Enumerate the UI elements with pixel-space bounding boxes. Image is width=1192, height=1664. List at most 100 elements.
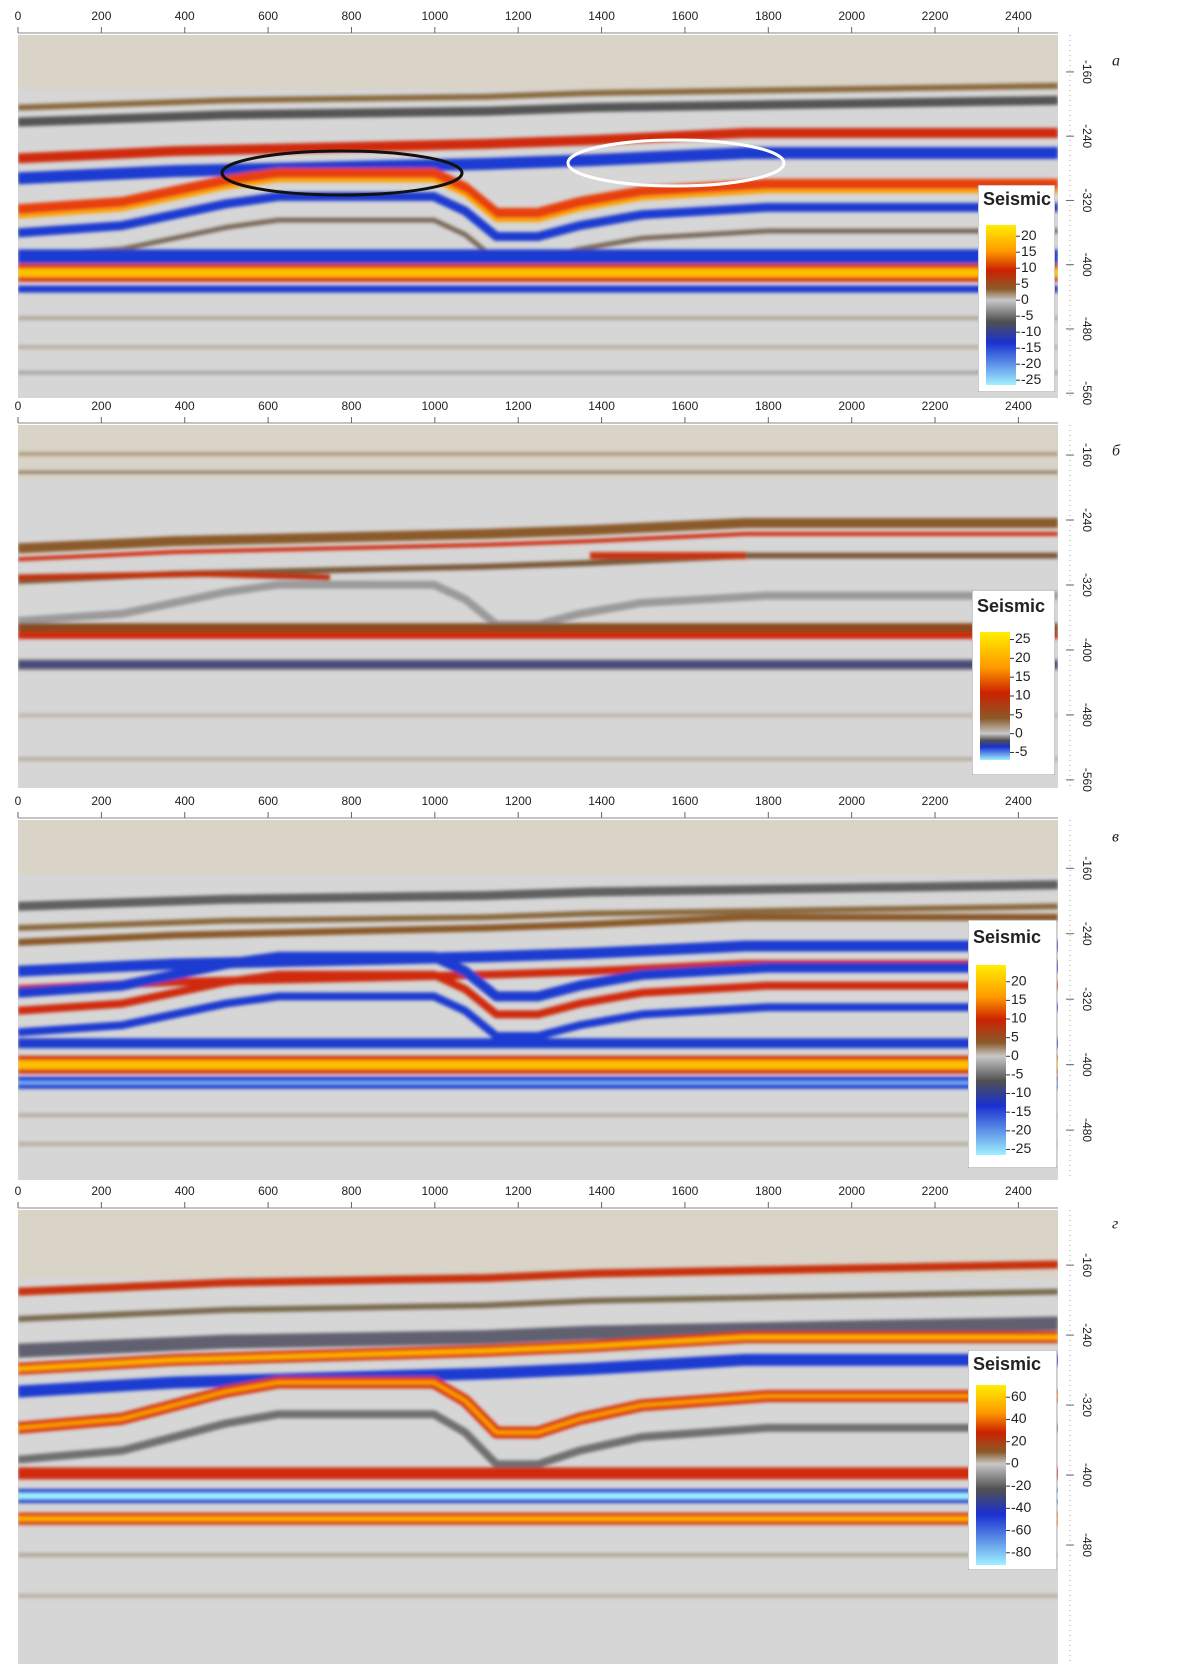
x-tick-label: 1200 [505,399,532,413]
colorbar-tick-label: 20 [1015,649,1031,665]
x-tick-label: 2000 [838,1184,865,1198]
colorbar-tick-label: 10 [1015,687,1031,703]
x-tick-label: 1800 [755,9,782,23]
x-tick-label: 1200 [505,1184,532,1198]
x-tick-label: 1800 [755,1184,782,1198]
colorbar-tick-label: 0 [1021,291,1029,307]
x-tick-label: 1000 [421,1184,448,1198]
reflector [18,970,1058,1019]
colorbar-ramp [976,1385,1006,1565]
x-tick-label: 0 [15,794,22,808]
x-tick-label: 1600 [672,9,699,23]
reflector [18,903,1058,931]
y-tick-label: -320 [1080,1393,1094,1417]
y-tick-label: -400 [1080,253,1094,277]
x-tick-label: 400 [175,1184,195,1198]
x-tick-label: 1400 [588,794,615,808]
y-tick-label: -560 [1080,768,1094,792]
colorbar-tick-label: -20 [1011,1477,1031,1493]
reflector [18,128,1058,164]
colorbar-tick-label: 0 [1011,1047,1019,1063]
x-tick-label: 1800 [755,399,782,413]
x-tick-label: 200 [91,794,111,808]
x-tick-label: 1400 [588,1184,615,1198]
colorbar-title: Seismic [973,1354,1041,1374]
background-top [18,35,1058,90]
colorbar-tick-label: 0 [1011,1455,1019,1471]
colorbar-ramp [980,632,1010,760]
x-tick-label: 2400 [1005,1184,1032,1198]
reflector [18,580,1058,629]
panel-label: г [1112,1216,1118,1233]
x-tick-label: 2200 [922,794,949,808]
x-tick-label: 1400 [588,399,615,413]
colorbar-tick-label: 5 [1021,275,1029,291]
y-tick-label: -480 [1080,317,1094,341]
colorbar-tick-label: 60 [1011,1388,1027,1404]
seismic-image [18,35,1058,398]
reflector [18,940,1058,977]
colorbar-tick-label: 15 [1011,991,1027,1007]
x-tick-label: 1000 [421,399,448,413]
background-top [18,820,1058,874]
reflector [18,1316,1058,1358]
x-tick-label: 2200 [922,399,949,413]
x-tick-label: 2000 [838,794,865,808]
y-tick-label: -240 [1080,1323,1094,1347]
reflector [18,167,1058,218]
y-tick-label: -400 [1080,1053,1094,1077]
x-tick-label: 2000 [838,399,865,413]
colorbar-tick-label: -60 [1011,1521,1031,1537]
colorbar-tick-label: -10 [1021,323,1041,339]
colorbar-tick-label: 20 [1021,227,1037,243]
colorbar-tick-label: -80 [1011,1543,1031,1559]
x-tick-label: 1000 [421,794,448,808]
x-tick-label: 800 [341,399,361,413]
y-tick-label: -160 [1080,60,1094,84]
reflectors [18,1260,1058,1598]
y-tick-label: -400 [1080,1463,1094,1487]
y-tick-label: -480 [1080,1118,1094,1142]
colorbar-tick-label: 10 [1011,1010,1027,1026]
x-tick-label: 2400 [1005,9,1032,23]
highlight-ellipse [566,138,786,188]
x-tick-label: 0 [15,1184,22,1198]
reflector [18,1334,1058,1372]
colorbar-tick-label: 5 [1011,1028,1019,1044]
y-tick-label: -240 [1080,124,1094,148]
colorbar: Seismic 60 40 20 0 -20 -40 -60 -80 [968,1350,1057,1570]
x-tick-label: 2000 [838,9,865,23]
colorbar-tick-label: -20 [1011,1121,1031,1137]
reflectors [18,452,1058,761]
seismic-image [18,425,1058,788]
colorbar-ramp [976,965,1006,1155]
x-tick-label: 2400 [1005,399,1032,413]
colorbar-tick-label: -25 [1021,371,1041,387]
y-tick-label: -160 [1080,856,1094,880]
x-tick-label: 400 [175,9,195,23]
y-tick-label: -160 [1080,443,1094,467]
x-tick-label: 1800 [755,794,782,808]
x-tick-label: 0 [15,399,22,413]
reflector [18,1260,1058,1296]
y-tick-label: -240 [1080,508,1094,532]
seismic-image [18,820,1058,1180]
y-tick-label: -480 [1080,703,1094,727]
reflector [18,1288,1058,1322]
colorbar-tick-label: 25 [1015,630,1031,646]
x-tick-label: 1600 [672,399,699,413]
reflector [18,913,1058,946]
reflector [18,880,1058,911]
y-tick-label: -560 [1080,381,1094,405]
x-tick-label: 200 [91,9,111,23]
x-tick-label: 1000 [421,9,448,23]
colorbar-tick-label: -5 [1015,743,1028,759]
colorbar-tick-label: 0 [1015,724,1023,740]
colorbar-tick-label: 10 [1021,259,1037,275]
colorbar-title: Seismic [977,596,1045,616]
reflector [18,570,331,581]
x-tick-label: 400 [175,794,195,808]
y-tick-label: -320 [1080,188,1094,212]
reflector [18,95,1058,127]
